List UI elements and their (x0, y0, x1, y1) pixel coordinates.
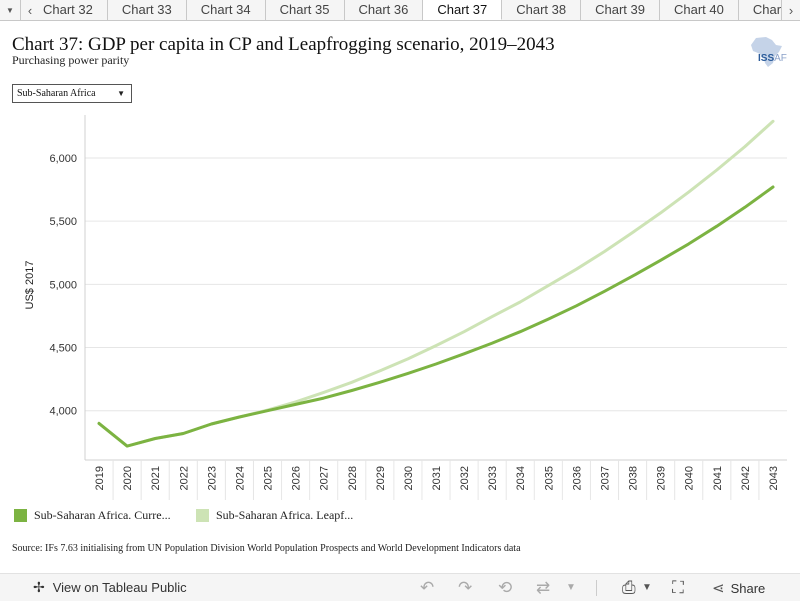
y-axis: 4,000 4,500 5,000 5,500 6,000 (49, 115, 86, 460)
redo-icon[interactable]: ↷ (458, 578, 473, 597)
tab-chart-40[interactable]: Chart 40 (660, 0, 739, 20)
gridlines (85, 157, 787, 412)
x-tick-label: 2036 (571, 466, 583, 490)
x-tick-label: 2032 (459, 466, 471, 490)
series-line-leapfrogging[interactable] (97, 119, 775, 448)
y-tick-label: 5,000 (49, 279, 77, 291)
tab-menu-chevron-icon[interactable]: ▼ (0, 0, 21, 20)
x-tick-label: 2020 (122, 466, 134, 490)
x-tick-label: 2023 (206, 466, 218, 490)
x-tick-label: 2038 (628, 466, 640, 490)
tab-chart-35[interactable]: Chart 35 (266, 0, 345, 20)
africa-map-logo-icon (751, 37, 782, 67)
x-tick-label: 2019 (94, 466, 106, 490)
tab-scroll-left-icon[interactable]: ‹ (21, 0, 39, 20)
x-tick-label: 2035 (543, 466, 555, 490)
dropdown-arrow-icon: ▼ (117, 89, 125, 98)
y-tick-label: 6,000 (49, 153, 77, 165)
tab-chart-34[interactable]: Chart 34 (187, 0, 266, 20)
x-tick-label: 2026 (291, 466, 303, 490)
refresh-icon[interactable]: ⇄ (536, 578, 551, 597)
legend-label: Sub-Saharan Africa. Curre... (34, 508, 171, 522)
tab-chart-41[interactable]: Chart 41 (739, 0, 781, 20)
x-tick-label: 2030 (403, 466, 415, 490)
x-tick-label: 2039 (656, 466, 668, 490)
legend-swatch (14, 509, 27, 522)
download-icon[interactable]: ⎙ (622, 578, 636, 597)
y-tick-label: 5,500 (49, 216, 77, 228)
tab-chart-38[interactable]: Chart 38 (502, 0, 582, 20)
chart-subtitle: Purchasing power parity (12, 53, 130, 67)
x-tick-label: 2043 (768, 466, 780, 490)
region-filter-dropdown[interactable]: Sub-Saharan Africa ▼ (12, 84, 132, 103)
x-tick-label: 2041 (712, 466, 724, 490)
tab-chart-39[interactable]: Chart 39 (581, 0, 660, 20)
tableau-toolbar: ✢ View on Tableau Public ↶ ↷ ⟲ ⇄ ▼ ⎙ ▼ ⛶… (0, 573, 800, 601)
x-tick-label: 2025 (263, 466, 275, 490)
x-tick-label: 2040 (684, 466, 696, 490)
share-label: Share (730, 580, 766, 596)
share-icon: ⋖ (712, 580, 725, 597)
legend-item-leapfrogging[interactable]: Sub-Saharan Africa. Leapf... (196, 508, 378, 523)
tab-chart-32[interactable]: Chart 32 (39, 0, 108, 20)
x-tick-label: 2031 (431, 466, 443, 490)
x-tick-label: 2037 (599, 466, 611, 490)
x-axis: 2019 2020 2021 2022 2023 2024 2025 2026 2027 2028… (85, 459, 787, 500)
x-tick-label: 2033 (487, 466, 499, 490)
series-line-current-path[interactable] (97, 185, 775, 448)
x-tick-label: 2028 (347, 466, 359, 490)
source-note: Source: IFs 7.63 initialising from UN Po… (12, 543, 521, 554)
tableau-plus-icon: ✢ (33, 579, 45, 595)
share-button[interactable]: ⋖ Share (712, 579, 765, 597)
sheet-tab-bar: ▼ ‹ Chart 32 Chart 33 Chart 34 Chart 35 Char… (0, 0, 800, 21)
refresh-menu-chevron-icon[interactable]: ▼ (566, 582, 576, 593)
view-on-tableau-link[interactable]: ✢ View on Tableau Public (33, 579, 187, 596)
region-filter-value: Sub-Saharan Africa (17, 88, 96, 99)
undo-icon[interactable]: ↶ (420, 578, 435, 597)
chart-legend: Sub-Saharan Africa. Curre... Sub-Saharan … (14, 508, 378, 523)
x-tick-label: 2022 (178, 466, 190, 490)
y-axis-label: US$ 2017 (24, 261, 36, 310)
legend-label: Sub-Saharan Africa. Leapf... (216, 508, 354, 522)
y-tick-label: 4,500 (49, 343, 77, 355)
view-on-tableau-label: View on Tableau Public (52, 580, 187, 595)
x-tick-label: 2024 (234, 466, 246, 490)
series-lines (97, 119, 775, 448)
toolbar-divider (596, 580, 597, 596)
x-tick-label: 2021 (150, 466, 162, 490)
tab-chart-33[interactable]: Chart 33 (108, 0, 187, 20)
chart-title: Chart 37: GDP per capita in CP and Leapf… (12, 34, 555, 55)
x-tick-label: 2029 (375, 466, 387, 490)
legend-swatch (196, 509, 209, 522)
x-tick-label: 2027 (319, 466, 331, 490)
tab-list: Chart 32 Chart 33 Chart 34 Chart 35 Chart 36… (39, 0, 781, 20)
legend-item-current-path[interactable]: Sub-Saharan Africa. Curre... (14, 508, 196, 523)
y-tick-label: 4,000 (49, 406, 77, 418)
x-tick-label: 2042 (740, 466, 752, 490)
tab-scroll-right-icon[interactable]: › (781, 0, 800, 20)
x-tick-label: 2034 (515, 466, 527, 490)
revert-icon[interactable]: ⟲ (498, 578, 513, 597)
logo-wordmark: ISSAF (758, 53, 787, 64)
download-menu-chevron-icon[interactable]: ▼ (642, 582, 652, 593)
fullscreen-icon[interactable]: ⛶ (672, 578, 684, 597)
tab-chart-37[interactable]: Chart 37 (423, 0, 503, 20)
tab-chart-36[interactable]: Chart 36 (345, 0, 424, 20)
